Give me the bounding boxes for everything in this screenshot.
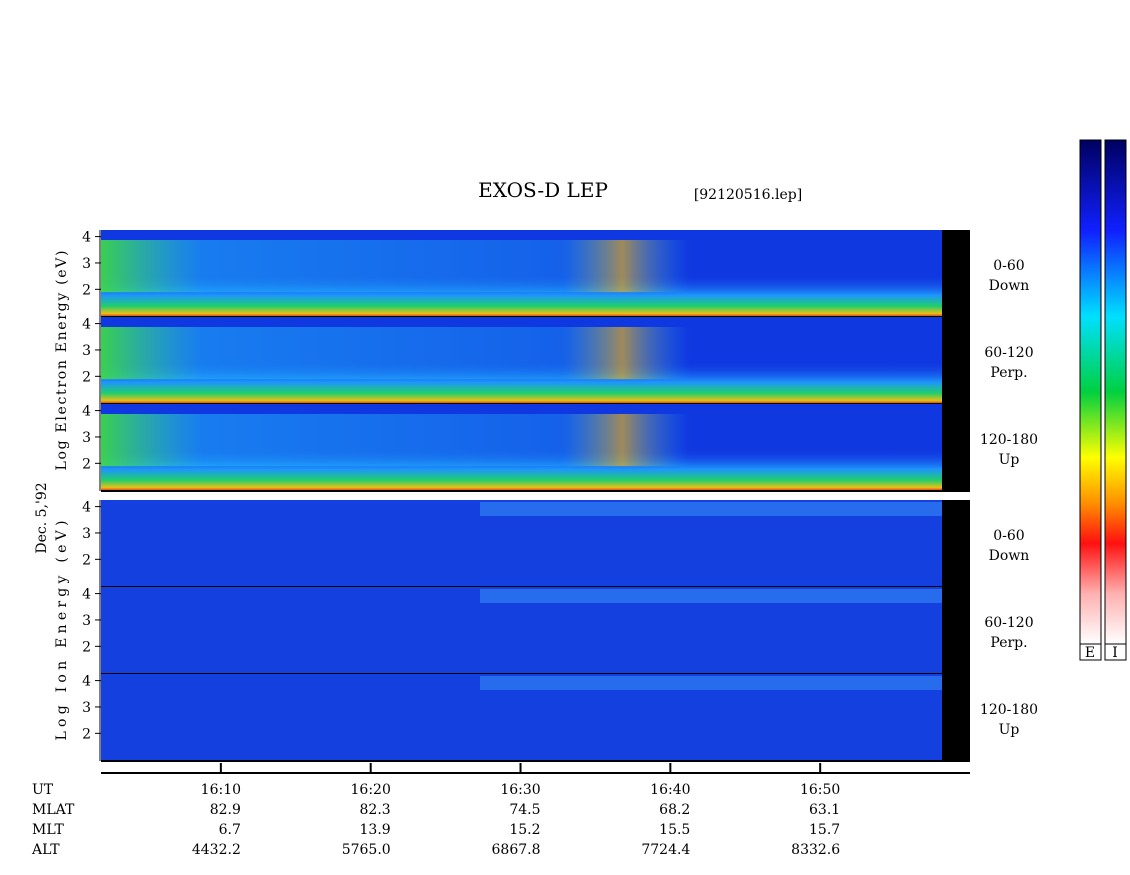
y-tick-label: 4	[82, 587, 91, 603]
row-value: 15.2	[509, 822, 540, 838]
colorbar-box	[1079, 643, 1102, 661]
y-tick-label: 3	[82, 700, 91, 716]
panel-label: 60-120	[984, 345, 1033, 361]
y-tick-label: 2	[82, 456, 91, 472]
y-tick-label: 3	[82, 526, 91, 542]
row-value: 15.5	[659, 822, 690, 838]
y-tick-label: 3	[82, 430, 91, 446]
row-value: 82.3	[360, 802, 391, 818]
y-tick-label: 2	[82, 282, 91, 298]
row-value: 5765.0	[342, 842, 391, 858]
data-gap	[942, 230, 970, 317]
y-tick-label: 3	[82, 613, 91, 629]
spectrogram-structure	[101, 414, 942, 467]
y-tick-label: 3	[82, 256, 91, 272]
colorbars: E I	[1079, 139, 1127, 661]
row-value: 6867.8	[492, 842, 541, 858]
data-gap	[942, 674, 970, 761]
spectrogram-structure	[101, 327, 942, 380]
y-tick-label: 2	[82, 369, 91, 385]
panel-label: Up	[999, 452, 1020, 468]
row-label: UT	[32, 782, 54, 798]
panel-label: Perp.	[990, 635, 1027, 651]
panel-label: 0-60	[993, 528, 1024, 544]
data-gap	[942, 587, 970, 674]
spectrogram-background	[101, 587, 942, 674]
y-tick-label: 4	[82, 500, 91, 516]
row-label: ALT	[31, 842, 60, 858]
x-tick-label: 16:10	[201, 782, 241, 798]
panel-label: 0-60	[993, 258, 1024, 274]
spectrogram-structure	[480, 676, 942, 690]
spectrogram-background	[101, 674, 942, 761]
row-value: 74.5	[509, 802, 540, 818]
panel-label: Down	[989, 278, 1030, 294]
y-tick-label: 2	[82, 639, 91, 655]
row-value: 13.9	[360, 822, 391, 838]
panel-label: 120-180	[980, 702, 1038, 718]
colorbar	[1079, 139, 1102, 645]
colorbar-label: I	[1112, 645, 1118, 661]
x-tick-label: 16:50	[800, 782, 840, 798]
y-axis-title: Log Ion Energy (eV)	[54, 521, 70, 741]
panel-label: 60-120	[984, 615, 1033, 631]
panel-label: Up	[999, 722, 1020, 738]
colorbar-box	[1104, 643, 1127, 661]
y-tick-label: 4	[82, 674, 91, 690]
data-gap	[942, 500, 970, 587]
x-tick-label: 16:20	[351, 782, 391, 798]
x-tick-label: 16:30	[500, 782, 540, 798]
spectrogram-structure	[480, 502, 942, 516]
panel-label: Down	[989, 548, 1030, 564]
y-tick-label: 2	[82, 726, 91, 742]
data-gap	[942, 317, 970, 404]
row-value: 63.1	[809, 802, 840, 818]
colorbar	[1104, 139, 1127, 645]
panel-label: Perp.	[990, 365, 1027, 381]
x-tick-label: 16:40	[650, 782, 690, 798]
file-name: [92120516.lep]	[694, 187, 802, 203]
row-value: 4432.2	[192, 842, 241, 858]
colorbar-label: E	[1085, 645, 1095, 661]
chart-title: EXOS-D LEP	[478, 178, 608, 202]
spectrogram-background	[101, 500, 942, 587]
spectrogram-structure	[480, 589, 942, 603]
y-tick-label: 4	[82, 317, 91, 333]
row-value: 8332.6	[791, 842, 840, 858]
row-value: 7724.4	[641, 842, 690, 858]
y-axis-title: Log Electron Energy (eV)	[54, 251, 70, 471]
y-tick-label: 3	[82, 343, 91, 359]
row-label: MLT	[32, 822, 64, 838]
y-tick-label: 4	[82, 404, 91, 420]
panel-label: 120-180	[980, 432, 1038, 448]
row-value: 68.2	[659, 802, 690, 818]
spectrogram-structure	[101, 240, 942, 293]
row-value: 6.7	[219, 822, 241, 838]
y-tick-label: 4	[82, 230, 91, 246]
date-label: Dec. 5,'92	[34, 482, 50, 553]
y-tick-label: 2	[82, 552, 91, 568]
row-value: 82.9	[210, 802, 241, 818]
row-value: 15.7	[809, 822, 840, 838]
data-gap	[942, 404, 970, 491]
row-label: MLAT	[32, 802, 75, 818]
